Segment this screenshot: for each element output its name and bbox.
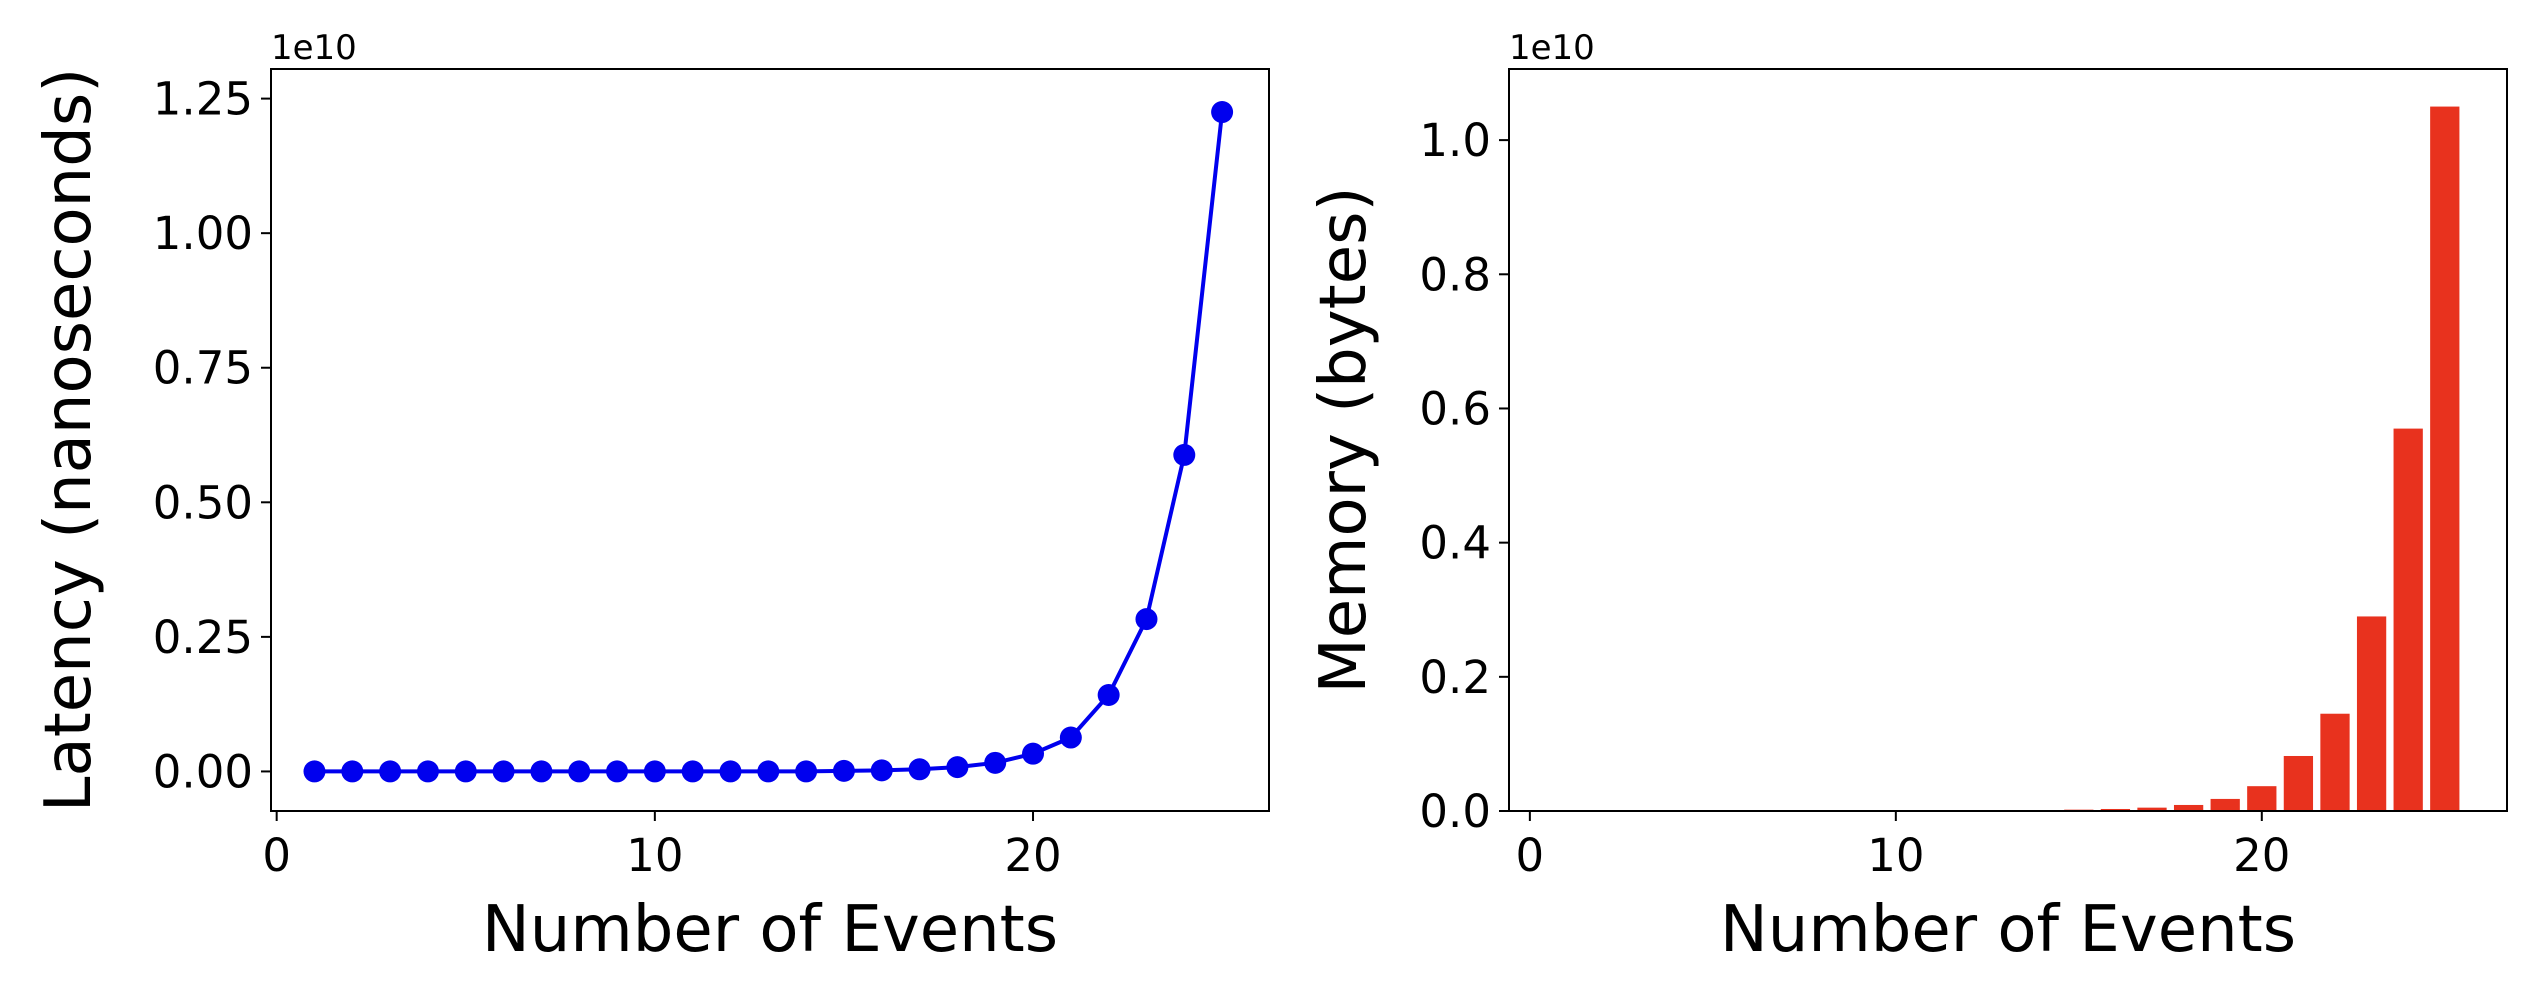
x-tick-label: 0 [262,829,291,882]
y-tick-label: 0.2 [1419,651,1491,704]
data-point [1135,608,1158,631]
data-point [492,760,515,783]
data-point [757,760,780,783]
y-tick-label: 0.4 [1419,517,1491,570]
data-point [1173,443,1196,466]
data-point [568,760,591,783]
y-tick-label: 1.00 [153,207,253,260]
x-tick-label: 0 [1516,829,1545,882]
y-tick-label: 0.8 [1419,248,1491,301]
y-axis-label: Latency (nanoseconds) [32,68,106,812]
data-point [454,760,477,783]
bar [2320,713,2350,811]
bar [2247,786,2277,811]
x-axis-label: Number of Events [1720,893,2296,967]
bar [2137,807,2167,811]
x-tick-label: 20 [1004,829,1061,882]
bar [2356,616,2387,811]
axes-frame [1508,68,2508,812]
axes-frame [270,68,1270,812]
data-point [606,760,629,783]
y-tick-label: 1.25 [153,73,253,126]
offset-label: 1e10 [271,28,357,68]
data-point [946,756,969,779]
y-tick-label: 0.0 [1419,785,1491,838]
data-point [984,751,1007,774]
bar [2283,755,2314,811]
data-point [832,759,855,782]
data-point [416,760,439,783]
data-point [379,760,402,783]
x-tick-label: 20 [2233,829,2290,882]
data-point [908,758,931,781]
y-axis-label: Memory (bytes) [1307,187,1381,694]
y-tick-label: 0.00 [153,745,253,798]
data-point [303,760,326,783]
y-tick-label: 0.6 [1419,382,1491,435]
bar [2100,808,2131,811]
y-tick-label: 0.50 [153,476,253,529]
offset-label: 1e10 [1509,28,1595,68]
data-point [681,760,704,783]
x-tick-label: 10 [626,829,683,882]
data-point [719,760,742,783]
bar [2173,804,2204,811]
data-point [643,760,666,783]
data-point [1059,726,1082,749]
y-tick-label: 0.25 [153,611,253,664]
data-point [1022,742,1045,765]
x-axis-label: Number of Events [482,893,1058,967]
data-line [314,111,1225,774]
y-tick-label: 0.75 [153,342,253,395]
data-point [341,760,364,783]
data-point [530,760,553,783]
data-point [1211,101,1234,124]
data-point [870,759,893,782]
y-tick-label: 1.0 [1419,114,1491,167]
x-tick-label: 10 [1867,829,1924,882]
bar [2430,106,2460,811]
bar [2393,428,2423,811]
data-point [1097,684,1120,707]
bar [2210,798,2240,811]
data-point [795,760,818,783]
